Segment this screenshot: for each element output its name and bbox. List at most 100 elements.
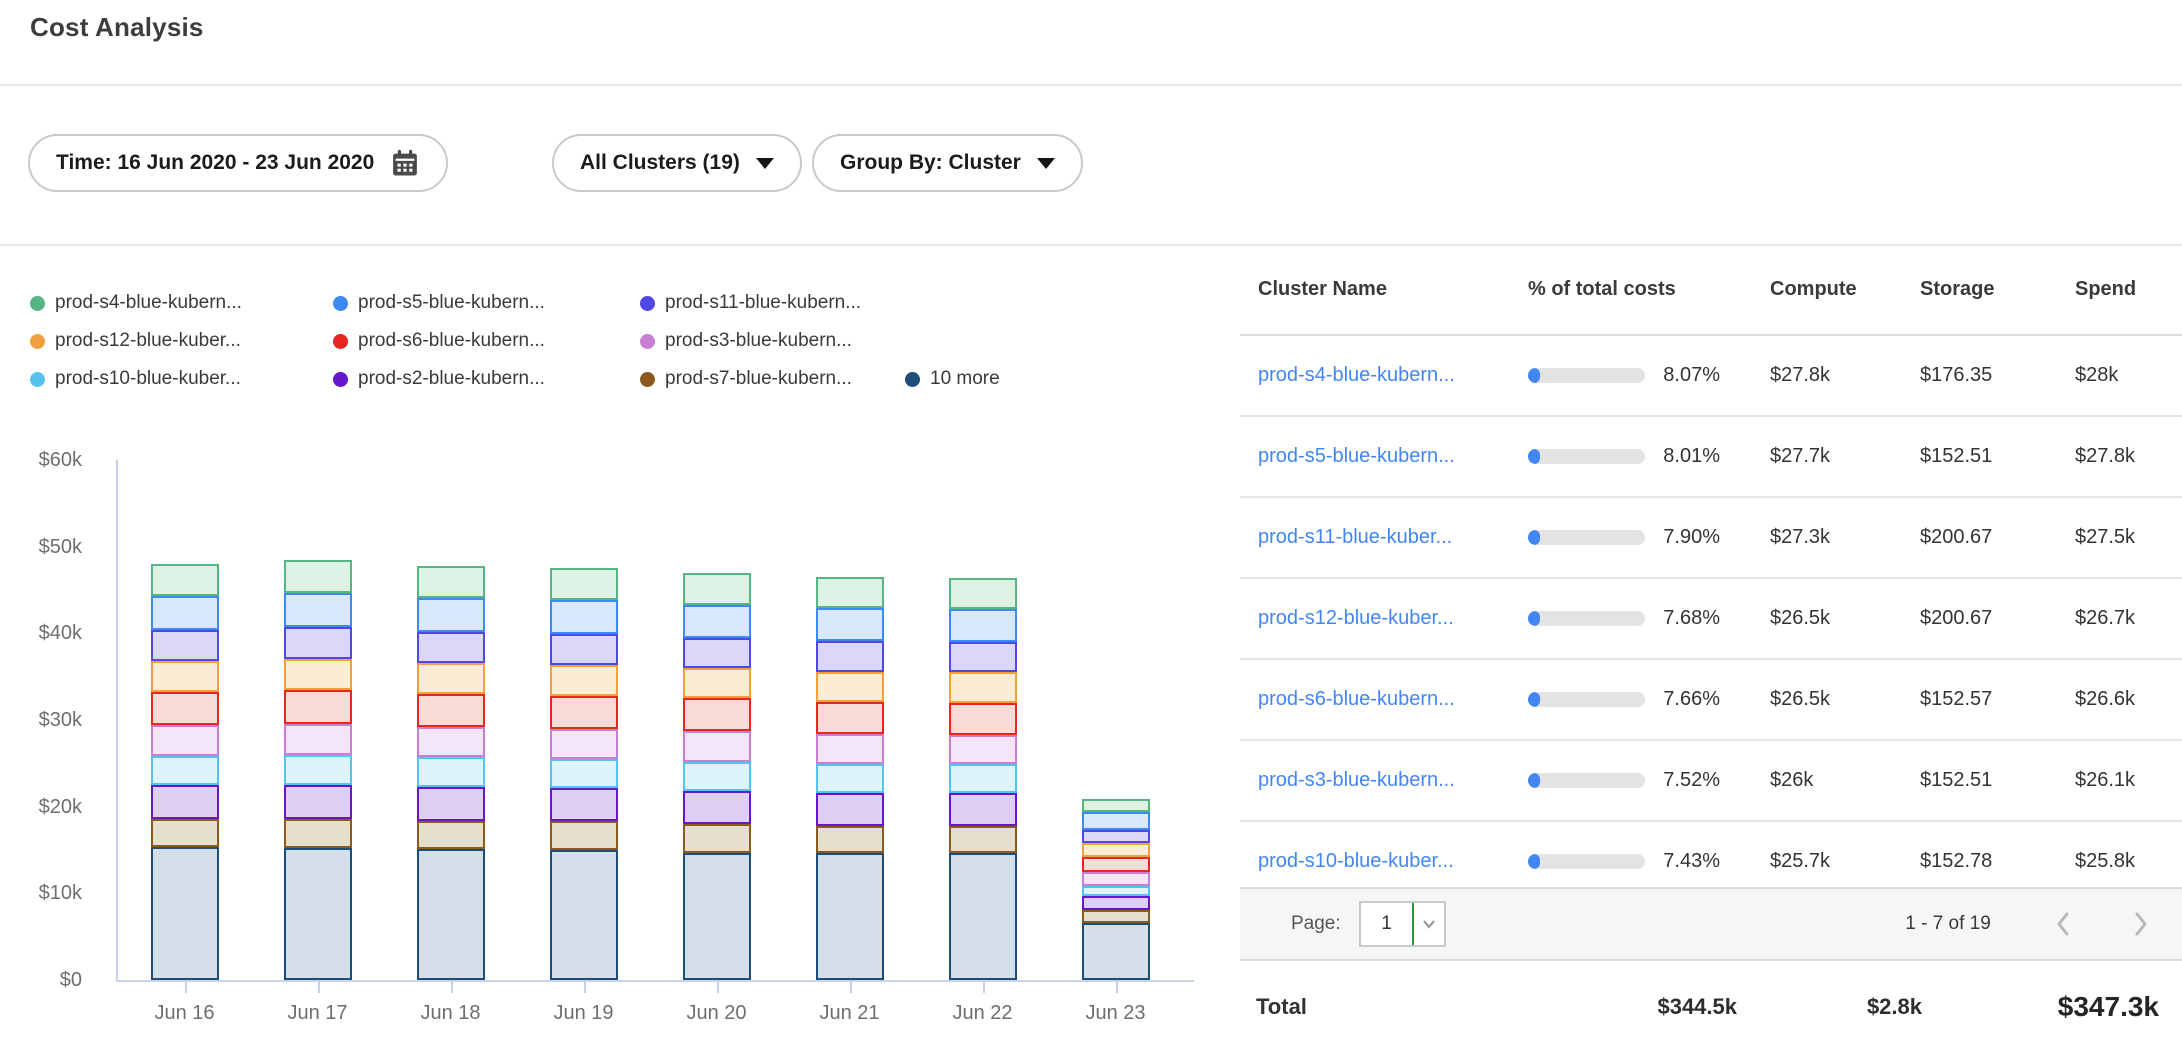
stacked-bar[interactable]: [682, 572, 751, 980]
bar-segment[interactable]: [283, 723, 352, 755]
legend-item[interactable]: prod-s4-blue-kubern...: [30, 292, 242, 314]
bar-segment[interactable]: [416, 757, 485, 787]
bar-segment[interactable]: [416, 597, 485, 632]
bar-segment[interactable]: [549, 788, 618, 822]
legend-item[interactable]: prod-s6-blue-kubern...: [333, 330, 545, 352]
bar-segment[interactable]: [416, 694, 485, 727]
bar-segment[interactable]: [682, 852, 751, 980]
bar-segment[interactable]: [815, 764, 884, 793]
bar-segment[interactable]: [682, 572, 751, 605]
bar-segment[interactable]: [1081, 798, 1150, 812]
cluster-name-link[interactable]: prod-s5-blue-kubern...: [1258, 445, 1455, 467]
time-range-filter[interactable]: Time: 16 Jun 2020 - 23 Jun 2020: [28, 134, 449, 192]
bar-segment[interactable]: [1081, 830, 1150, 844]
cluster-name-link[interactable]: prod-s6-blue-kubern...: [1258, 688, 1455, 710]
bar-segment[interactable]: [549, 759, 618, 789]
bar-segment[interactable]: [283, 658, 352, 690]
page-select[interactable]: 1: [1359, 901, 1446, 947]
bar-segment[interactable]: [1081, 811, 1150, 831]
bar-segment[interactable]: [1081, 909, 1150, 923]
bar-segment[interactable]: [416, 820, 485, 850]
stacked-bar[interactable]: [416, 565, 485, 980]
bar-segment[interactable]: [948, 609, 1017, 643]
bar-segment[interactable]: [682, 791, 751, 825]
bar-segment[interactable]: [815, 608, 884, 642]
bar-segment[interactable]: [283, 559, 352, 593]
bar-segment[interactable]: [682, 824, 751, 853]
stacked-bar[interactable]: [948, 577, 1017, 980]
cluster-name-link[interactable]: prod-s11-blue-kuber...: [1258, 526, 1453, 548]
cluster-name-link[interactable]: prod-s10-blue-kuber...: [1258, 850, 1454, 872]
bar-segment[interactable]: [1081, 922, 1150, 980]
cluster-name-link[interactable]: prod-s3-blue-kubern...: [1258, 769, 1455, 791]
bar-segment[interactable]: [948, 825, 1017, 854]
bar-segment[interactable]: [948, 734, 1017, 765]
bar-segment[interactable]: [416, 786, 485, 821]
legend-item[interactable]: prod-s11-blue-kubern...: [640, 292, 861, 314]
bar-segment[interactable]: [416, 631, 485, 663]
bar-segment[interactable]: [1081, 895, 1150, 910]
bar-segment[interactable]: [150, 661, 219, 693]
bar-segment[interactable]: [948, 702, 1017, 735]
group-by-filter[interactable]: Group By: Cluster: [812, 134, 1083, 192]
bar-segment[interactable]: [815, 733, 884, 765]
bar-segment[interactable]: [815, 825, 884, 854]
bar-segment[interactable]: [682, 761, 751, 792]
bar-segment[interactable]: [682, 668, 751, 699]
bar-segment[interactable]: [1081, 871, 1150, 887]
bar-segment[interactable]: [150, 847, 219, 980]
bar-segment[interactable]: [549, 634, 618, 666]
legend-item[interactable]: prod-s12-blue-kuber...: [30, 330, 241, 352]
bar-segment[interactable]: [150, 725, 219, 756]
bar-segment[interactable]: [682, 698, 751, 732]
bar-segment[interactable]: [283, 754, 352, 786]
bar-segment[interactable]: [948, 853, 1017, 980]
bar-segment[interactable]: [948, 672, 1017, 703]
bar-segment[interactable]: [416, 662, 485, 695]
bar-segment[interactable]: [150, 596, 219, 630]
bar-segment[interactable]: [948, 577, 1017, 610]
bar-segment[interactable]: [815, 671, 884, 702]
bar-segment[interactable]: [549, 665, 618, 696]
bar-segment[interactable]: [416, 849, 485, 980]
bar-segment[interactable]: [283, 818, 352, 849]
stacked-bar[interactable]: [815, 577, 884, 980]
bar-segment[interactable]: [283, 785, 352, 819]
stacked-bar[interactable]: [1081, 798, 1150, 980]
stacked-bar[interactable]: [150, 564, 219, 980]
bar-segment[interactable]: [682, 637, 751, 669]
legend-item[interactable]: prod-s10-blue-kuber...: [30, 368, 241, 390]
bar-segment[interactable]: [150, 629, 219, 662]
bar-segment[interactable]: [815, 792, 884, 826]
bar-segment[interactable]: [549, 821, 618, 850]
bar-segment[interactable]: [283, 627, 352, 659]
bar-segment[interactable]: [150, 755, 219, 786]
bar-segment[interactable]: [948, 764, 1017, 793]
cluster-name-link[interactable]: prod-s4-blue-kubern...: [1258, 364, 1455, 386]
bar-segment[interactable]: [150, 692, 219, 726]
previous-page-button[interactable]: [2052, 909, 2074, 939]
bar-segment[interactable]: [150, 785, 219, 819]
bar-segment[interactable]: [1081, 856, 1150, 872]
bar-segment[interactable]: [416, 726, 485, 758]
bar-segment[interactable]: [150, 818, 219, 848]
bar-segment[interactable]: [1081, 843, 1150, 857]
bar-segment[interactable]: [549, 568, 618, 601]
bar-segment[interactable]: [948, 792, 1017, 826]
bar-segment[interactable]: [815, 641, 884, 672]
legend-item[interactable]: prod-s5-blue-kubern...: [333, 292, 545, 314]
bar-segment[interactable]: [549, 600, 618, 635]
clusters-filter[interactable]: All Clusters (19): [552, 134, 802, 192]
bar-segment[interactable]: [1081, 886, 1150, 896]
bar-segment[interactable]: [682, 731, 751, 762]
legend-item[interactable]: prod-s7-blue-kubern...: [640, 368, 852, 390]
bar-segment[interactable]: [549, 695, 618, 729]
bar-segment[interactable]: [815, 577, 884, 609]
legend-item[interactable]: 10 more: [905, 368, 1000, 390]
bar-segment[interactable]: [283, 592, 352, 628]
bar-segment[interactable]: [815, 853, 884, 980]
bar-segment[interactable]: [549, 850, 618, 980]
bar-segment[interactable]: [549, 728, 618, 760]
legend-item[interactable]: prod-s2-blue-kubern...: [333, 368, 545, 390]
bar-segment[interactable]: [283, 848, 352, 980]
